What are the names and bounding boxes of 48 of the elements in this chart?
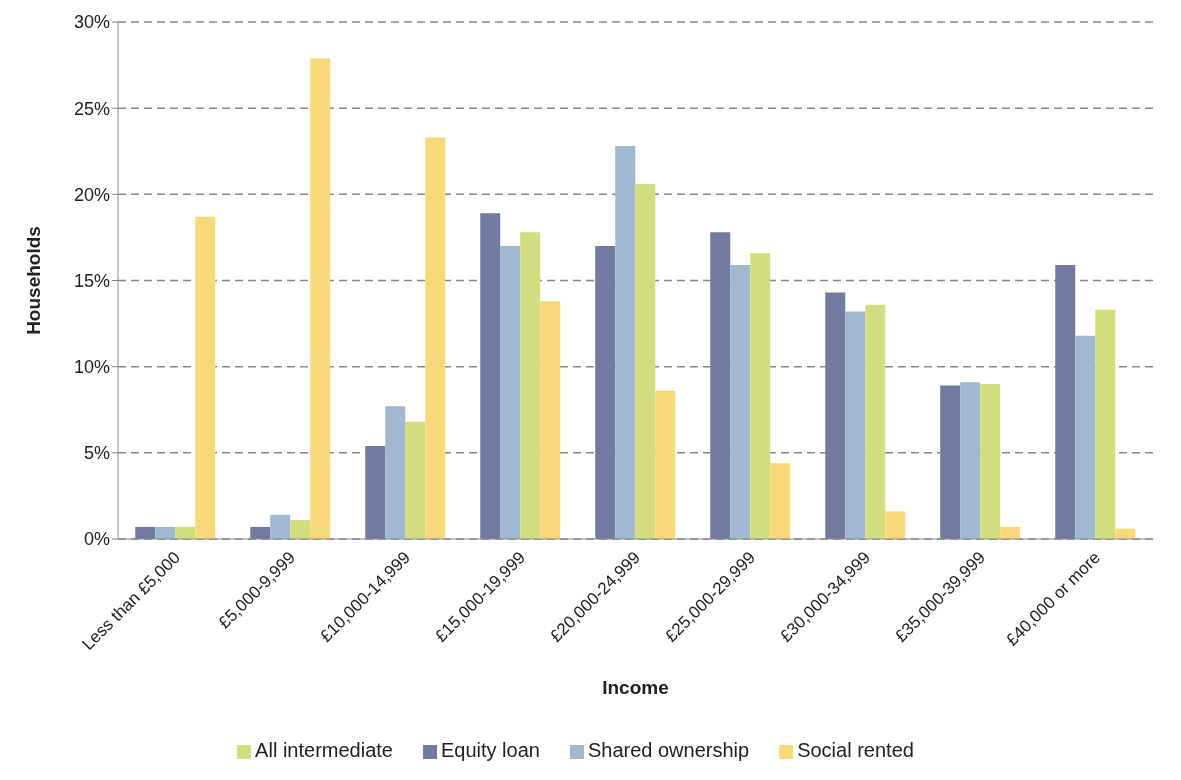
y-tick-label: 10% xyxy=(73,357,110,378)
y-tick-label: 20% xyxy=(73,184,110,205)
bar xyxy=(960,382,981,539)
bar xyxy=(270,514,291,539)
bar xyxy=(1055,264,1076,539)
bar xyxy=(540,301,561,539)
bar xyxy=(175,526,196,539)
bar xyxy=(730,264,751,539)
bar xyxy=(750,252,771,539)
bar xyxy=(290,520,311,539)
bar xyxy=(250,526,271,539)
bar xyxy=(825,292,846,539)
legend-label: Equity loan xyxy=(440,739,540,761)
bar xyxy=(310,58,331,539)
bar xyxy=(615,146,636,539)
bar xyxy=(385,406,406,539)
bar xyxy=(885,511,906,539)
bar xyxy=(635,183,656,539)
bar xyxy=(770,463,791,539)
bar xyxy=(155,526,176,539)
bar xyxy=(405,421,426,539)
bar xyxy=(500,246,521,539)
y-tick-label: 15% xyxy=(73,270,110,291)
bar xyxy=(1000,526,1021,539)
bar xyxy=(595,246,616,539)
y-tick-label: 25% xyxy=(73,98,110,119)
bar xyxy=(865,304,886,539)
legend-label: Social rented xyxy=(797,739,914,761)
y-tick-label: 0% xyxy=(83,529,110,550)
bar xyxy=(1095,309,1116,539)
x-axis-title: Income xyxy=(602,677,669,698)
y-axis-title: Households xyxy=(22,226,44,335)
bar xyxy=(520,232,541,539)
bar xyxy=(845,311,866,539)
bar xyxy=(710,232,731,539)
legend-label: Shared ownership xyxy=(587,739,750,761)
y-tick-label: 5% xyxy=(83,443,110,464)
bar xyxy=(425,137,446,539)
bar xyxy=(135,526,156,539)
bar xyxy=(195,216,216,539)
bar xyxy=(480,213,501,539)
bar xyxy=(1075,335,1096,539)
bar xyxy=(980,383,1001,539)
bar xyxy=(655,390,676,539)
bar xyxy=(365,445,386,539)
legend-label: All intermediate xyxy=(255,739,393,761)
bar xyxy=(940,385,961,539)
y-tick-label: 30% xyxy=(73,12,110,33)
